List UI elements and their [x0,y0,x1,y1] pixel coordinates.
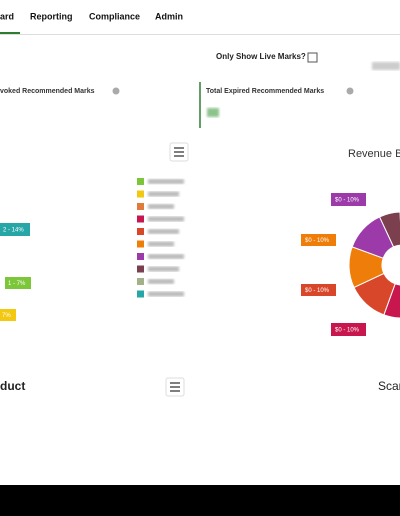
legend-text [148,229,179,234]
legend-text [148,291,184,297]
data-label: $0 - 10% [335,198,360,204]
footer-bar [0,485,400,516]
menu-button[interactable] [169,142,189,162]
panel-title: duct [0,379,25,393]
nav-item[interactable]: Reporting [30,11,73,21]
data-label: $0 - 10% [335,328,360,334]
label-box [331,323,366,336]
menu-button[interactable] [165,377,185,397]
card-title: Total Expired Recommended Marks [206,88,324,95]
legend-text [148,204,174,209]
checkbox[interactable] [307,52,318,63]
legend-swatch [137,203,144,210]
legend-swatch [137,265,144,273]
data-label: $0 - 10% [305,288,330,294]
label-box [331,193,366,206]
nav-item[interactable]: Admin [155,11,183,21]
donut [348,211,400,319]
label-box [301,234,336,246]
active-tab [0,32,20,35]
legend-text [148,179,184,184]
donut-segment [378,211,400,248]
legend-swatch [137,290,144,298]
legend [137,178,184,298]
legend-swatch [137,178,144,185]
data-label: 1 - 7% [8,281,26,287]
legend-swatch [137,253,144,260]
label-box [0,223,30,236]
label-box [5,277,31,289]
search-field[interactable] [372,62,400,70]
nav-item[interactable]: ard [0,11,14,21]
legend-swatch [137,215,144,223]
legend-text [148,254,184,259]
data-label: $0 - 10% [305,238,330,244]
label-box [0,309,16,321]
data-label: 2 - 14% [3,228,24,234]
legend-swatch [137,278,144,285]
info-icon[interactable] [346,87,354,95]
legend-text [148,266,179,272]
nav-item[interactable]: Compliance [89,11,140,21]
info-icon[interactable] [112,87,120,95]
legend-text [148,279,174,284]
data-label: 7% [2,313,11,319]
label-box [301,284,336,296]
card-title: voked Recommended Marks [0,88,95,95]
legend-text [148,216,184,222]
legend-swatch [137,190,144,198]
legend-swatch [137,228,144,235]
filter-label: Only Show Live Marks? [216,52,306,61]
legend-swatch [137,240,144,248]
chart-title: Revenue B [348,148,400,160]
card-value [207,108,219,117]
legend-text [148,191,179,197]
panel-title: Scar [378,379,400,393]
legend-text [148,241,174,247]
